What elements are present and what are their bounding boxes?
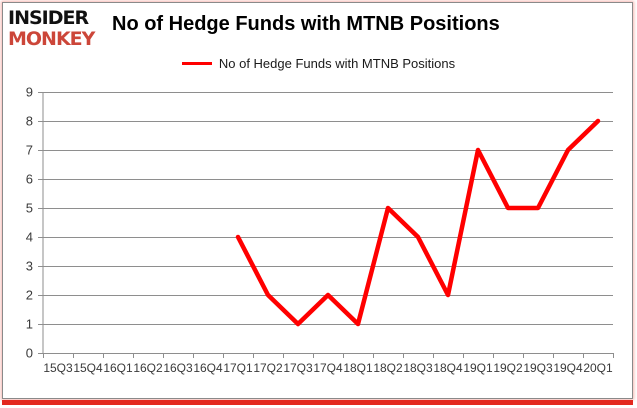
x-tick-label: 19Q3 [523,361,553,375]
x-tick-label: 16Q3 [163,361,193,375]
axes [42,92,614,358]
insider-monkey-logo: INSIDER MONKEY [8,9,112,49]
x-tick-label: 18Q2 [373,361,403,375]
y-tick-label: 2 [26,288,33,303]
x-tick-label: 17Q1 [223,361,253,375]
logo-monkey-text: MONKEY [8,28,95,50]
y-axis-labels: 0 1 2 3 4 5 6 7 8 9 [26,85,33,361]
x-tick-label: 17Q3 [283,361,313,375]
legend-line-swatch [181,62,212,65]
red-shadow-bar [2,400,633,405]
y-tick-label: 4 [26,230,33,245]
chart-title: No of Hedge Funds with MTNB Positions [112,13,500,35]
series-line-hedge-funds [235,118,601,327]
x-tick-label: 15Q3 [43,361,73,375]
y-tick-label: 6 [26,172,33,187]
chart-frame [2,2,633,399]
y-tick-label: 8 [26,114,33,129]
x-tick-label: 19Q4 [553,361,583,375]
x-tick-label: 16Q1 [103,361,133,375]
x-tick-label: 17Q4 [313,361,343,375]
y-tick-label: 0 [26,346,33,361]
x-tick-label: 19Q2 [493,361,523,375]
x-tick-label: 18Q3 [403,361,433,375]
gridlines [38,92,613,354]
x-tick-label: 18Q4 [433,361,463,375]
x-axis-labels: 15Q3 15Q4 16Q1 16Q2 16Q3 16Q4 17Q1 17Q2 17Q3 17Q4… [43,361,613,375]
x-tick-label: 15Q4 [73,361,103,375]
y-tick-label: 7 [26,143,33,158]
legend: No of Hedge Funds with MTNB Positions [0,56,637,71]
legend-label: No of Hedge Funds with MTNB Positions [218,56,456,71]
y-tick-label: 3 [26,259,33,274]
x-tick-label: 19Q1 [463,361,493,375]
x-tick-label: 16Q2 [133,361,163,375]
x-tick-label: 16Q4 [193,361,223,375]
logo-insider-text: INSIDER [8,7,89,29]
y-tick-label: 5 [26,201,33,216]
y-tick-label: 1 [26,317,33,332]
y-tick-label: 9 [26,85,33,100]
x-tick-label: 18Q1 [343,361,373,375]
x-tick-label: 17Q2 [253,361,283,375]
x-tick-label: 20Q1 [583,361,613,375]
